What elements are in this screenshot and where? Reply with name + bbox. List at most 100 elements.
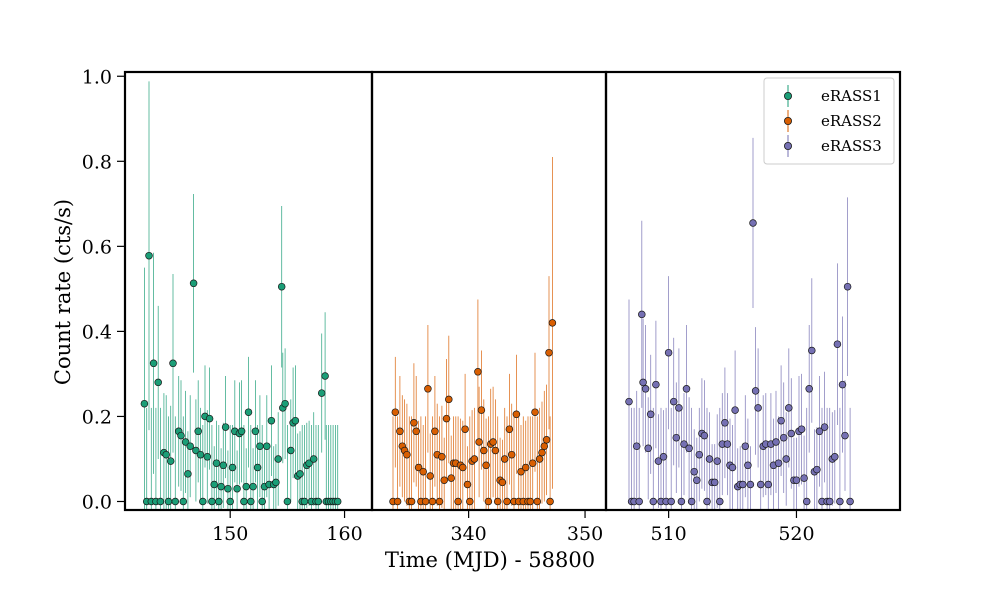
point-erass2 <box>528 459 537 467</box>
point-erass1 <box>253 463 262 472</box>
point-erass1 <box>181 438 190 446</box>
point-erass2 <box>526 497 535 506</box>
point-erass1 <box>317 389 326 397</box>
point-erass2 <box>505 425 514 433</box>
point-erass1 <box>281 399 289 408</box>
point-erass2 <box>503 497 511 506</box>
point-erass2 <box>426 472 434 480</box>
point-erass1 <box>249 482 257 491</box>
legend-box <box>763 77 895 165</box>
point-erass3 <box>672 433 681 442</box>
point-erass1 <box>283 497 292 506</box>
point-erass3 <box>632 442 641 450</box>
point-erass1 <box>274 455 282 463</box>
point-erass1 <box>258 497 266 506</box>
point-erass1 <box>305 459 313 467</box>
legend-entry-erass1: eRASS1 <box>784 85 882 107</box>
point-erass3 <box>659 453 668 461</box>
point-erass1 <box>287 446 295 455</box>
point-erass1 <box>196 450 205 459</box>
point-erass1 <box>208 497 216 506</box>
point-erass3 <box>710 478 719 487</box>
point-erass1 <box>184 470 192 478</box>
point-erass3 <box>646 410 655 419</box>
point-erass2 <box>419 467 427 476</box>
point-erass2 <box>435 497 444 506</box>
point-erass3 <box>705 455 714 463</box>
point-erass1 <box>291 416 300 425</box>
point-erass3 <box>649 497 658 506</box>
point-erass3 <box>638 310 646 319</box>
point-erass1 <box>177 431 185 440</box>
point-erass3 <box>808 346 816 355</box>
point-erass3 <box>846 497 854 506</box>
legend-entry-erass2: eRASS2 <box>784 110 882 132</box>
point-erass2 <box>491 446 500 455</box>
point-erass1 <box>156 497 165 506</box>
point-erass1 <box>244 408 253 416</box>
point-erass3 <box>625 397 633 406</box>
point-erass3 <box>802 497 811 506</box>
point-erass2 <box>410 419 418 427</box>
point-erass1 <box>210 480 218 489</box>
point-erass3 <box>774 459 783 467</box>
point-erass1 <box>321 372 329 380</box>
point-erass3 <box>782 455 790 463</box>
panel-frame <box>604 70 902 512</box>
point-erass1 <box>267 416 276 425</box>
point-erass3 <box>764 480 773 489</box>
point-erass1 <box>203 453 212 461</box>
point-erass1 <box>228 463 237 472</box>
point-erass3 <box>800 474 808 482</box>
point-erass3 <box>728 463 737 472</box>
point-erass3 <box>805 385 813 393</box>
x-tick-label-erass2: 340 <box>450 523 486 545</box>
point-erass3 <box>833 340 842 348</box>
point-erass3 <box>669 397 678 406</box>
point-erass2 <box>540 442 549 450</box>
y-axis-title: Count rate (cts/s) <box>51 199 75 385</box>
point-erass3 <box>721 419 729 427</box>
point-erass3 <box>792 476 801 484</box>
point-erass3 <box>785 404 793 412</box>
panel-erass2 <box>389 157 557 510</box>
point-erass2 <box>447 474 455 482</box>
point-erass2 <box>498 478 507 487</box>
point-erass1 <box>240 497 248 506</box>
point-erass3 <box>779 433 788 442</box>
point-erass2 <box>442 414 451 423</box>
point-erass3 <box>667 497 675 506</box>
point-erass3 <box>749 219 757 227</box>
y-tick-label: 1.0 <box>82 66 112 88</box>
point-erass2 <box>521 463 530 472</box>
point-erass2 <box>412 427 420 436</box>
point-erass2 <box>535 455 544 463</box>
y-tick-label: 0.6 <box>82 236 112 258</box>
point-erass3 <box>687 497 696 506</box>
point-erass1 <box>226 497 234 506</box>
point-erass3 <box>675 404 683 412</box>
point-erass1 <box>251 427 260 436</box>
point-erass2 <box>424 385 432 393</box>
point-erass1 <box>154 378 162 387</box>
point-erass2 <box>391 408 400 416</box>
point-erass1 <box>162 450 170 459</box>
point-erass1 <box>224 484 232 493</box>
x-tick-label-erass2: 350 <box>567 523 603 545</box>
legend: eRASS1 eRASS2 eRASS3 <box>763 77 895 165</box>
point-erass3 <box>815 427 824 436</box>
point-erass2 <box>493 497 502 506</box>
point-erass1 <box>219 461 228 470</box>
point-erass1 <box>194 427 202 436</box>
point-erass1 <box>263 442 271 450</box>
point-erass3 <box>703 497 711 506</box>
point-erass3 <box>746 480 755 489</box>
point-erass1 <box>149 359 158 368</box>
frames-layer: 150 160 340 350 510 520 0.0 0.2 0.4 0.6 0.8 1.0 <box>82 66 902 545</box>
legend-label-erass3: eRASS3 <box>821 137 882 155</box>
point-erass2 <box>475 438 483 446</box>
point-erass2 <box>428 497 437 506</box>
point-erass3 <box>751 387 760 395</box>
point-erass3 <box>772 438 780 446</box>
point-erass2 <box>512 410 521 419</box>
